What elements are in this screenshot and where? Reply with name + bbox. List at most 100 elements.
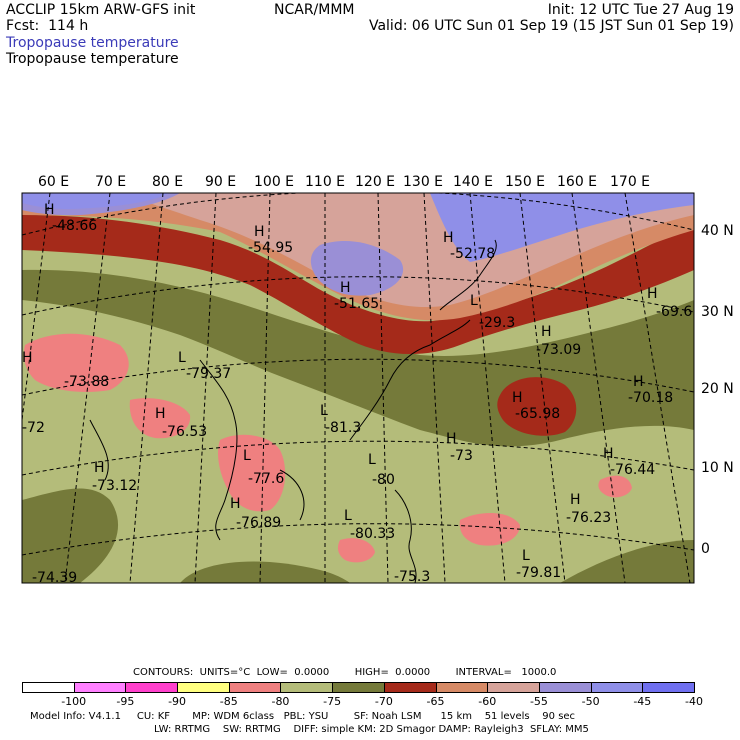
colorbar-swatch <box>280 682 334 693</box>
field-pink-patch-3 <box>129 398 191 439</box>
extremum-value: -54.95 <box>248 240 293 256</box>
colorbar-label: -95 <box>116 695 135 708</box>
coastlines <box>89 239 497 583</box>
extremum-value: -69.6 <box>656 304 692 320</box>
extremum-value: -51.65 <box>334 296 379 312</box>
field-dark-olive-south <box>180 561 350 583</box>
variable-title: Tropopause temperature <box>6 51 179 67</box>
map-fill-layers <box>22 193 694 583</box>
extremum-type: H <box>603 446 614 462</box>
colorbar-label: -100 <box>61 695 87 708</box>
colorbar-label: -65 <box>426 695 445 708</box>
colorbar-swatch <box>538 682 592 693</box>
extremum-type: L <box>178 350 186 366</box>
graticule <box>22 193 694 583</box>
field-blue-china <box>310 240 404 296</box>
colorbar-swatch <box>177 682 230 693</box>
lon-label: 70 E <box>95 174 126 190</box>
extremum-type: H <box>22 350 33 366</box>
extremum-value: -73.09 <box>536 342 581 358</box>
extremum-type: H <box>254 224 265 240</box>
colorbar-label: -75 <box>323 695 342 708</box>
extremum-type: H <box>446 431 457 447</box>
colorbar-swatch <box>73 682 127 693</box>
extremum-value: -77.6 <box>248 471 284 487</box>
extremum-value: -76.44 <box>610 462 655 478</box>
extremum-type: H <box>340 280 351 296</box>
colorbar-label: -70 <box>374 695 393 708</box>
lon-label: 60 E <box>38 174 69 190</box>
field-pink-patch-5 <box>337 538 375 563</box>
lon-label: 90 E <box>205 174 236 190</box>
extremum-type: L <box>344 508 352 524</box>
forecast-hour: Fcst: 114 h <box>6 18 89 34</box>
lon-labels: 60 E 70 E 80 E 90 E 100 E 110 E 120 E 13… <box>38 174 650 190</box>
extremum-value: -75.3 <box>394 569 430 585</box>
colorbar-swatch <box>228 682 282 693</box>
extremum-value: -73.12 <box>92 478 137 494</box>
colorbar-swatch <box>22 682 75 693</box>
extremum-type: L <box>368 452 376 468</box>
extremum-value: -74.39 <box>32 570 77 586</box>
colorbar-label: -85 <box>219 695 238 708</box>
extremum-value: -79.37 <box>186 366 231 382</box>
extremum-type: H <box>44 202 55 218</box>
extremum-type: H <box>633 374 644 390</box>
lat-labels: 40 N 30 N 20 N 10 N 0 <box>701 223 734 557</box>
lon-label: 120 E <box>355 174 395 190</box>
model-title: ACCLIP 15km ARW-GFS init <box>6 2 196 18</box>
colorbar-label: -90 <box>168 695 187 708</box>
lat-label: 0 <box>701 541 710 557</box>
extremum-type: H <box>541 324 552 340</box>
model-info: Model Info: V4.1.1 CU: KF MP: WDM 6class… <box>30 711 576 722</box>
lat-label: 30 N <box>701 304 734 320</box>
colorbar-label: -80 <box>271 695 290 708</box>
colorbar-swatch <box>383 682 437 693</box>
colorbar-label: -50 <box>581 695 600 708</box>
extremum-type: H <box>647 286 658 302</box>
colorbar-swatch <box>487 682 540 693</box>
extremum-value: -76.89 <box>236 515 281 531</box>
lon-label: 80 E <box>152 174 183 190</box>
org-label: NCAR/MMM <box>274 2 355 18</box>
colorbar-label: -40 <box>685 695 703 708</box>
extremum-value: -81.3 <box>325 420 361 436</box>
lon-label: 110 E <box>305 174 345 190</box>
extremum-type: L <box>470 293 478 309</box>
extremum-type: H <box>230 496 241 512</box>
contours-info: CONTOURS: UNITS=°C LOW= 0.0000 HIGH= 0.0… <box>133 667 557 678</box>
extremum-value: -79.81 <box>516 565 561 581</box>
extremum-value: -80 <box>372 472 395 488</box>
extremum-value: -80.33 <box>350 526 395 542</box>
colorbar-swatch <box>590 682 644 693</box>
extremum-type: H <box>512 390 523 406</box>
extremum-value: -72 <box>22 420 45 436</box>
lon-label: 100 E <box>254 174 294 190</box>
extremum-type: L <box>243 448 251 464</box>
extremum-type: H <box>443 230 454 246</box>
field-dark-olive-east <box>560 540 694 583</box>
colorbar-swatch <box>332 682 385 693</box>
valid-time: Valid: 06 UTC Sun 01 Sep 19 (15 JST Sun … <box>368 18 734 34</box>
extremum-value: -65.98 <box>515 406 560 422</box>
lon-label: 160 E <box>557 174 597 190</box>
extremum-value: -29.3 <box>479 315 515 331</box>
extrema-labels: H -48.66 H -54.95 H -52.78 H -51.65 L -2… <box>22 202 692 586</box>
extremum-type: L <box>522 548 530 564</box>
field-dark-red <box>22 215 694 355</box>
extremum-value: -48.66 <box>52 218 97 234</box>
extremum-value: -73.88 <box>64 374 109 390</box>
field-pink-patch-2 <box>217 434 286 512</box>
extremum-value: -73 <box>450 448 473 464</box>
physics-info: LW: RRTMG SW: RRTMG DIFF: simple KM: 2D … <box>154 724 589 735</box>
colorbar-label: -55 <box>529 695 548 708</box>
field-pink-patch-6 <box>598 475 632 498</box>
extremum-type: H <box>94 460 105 476</box>
extremum-type: L <box>320 403 328 419</box>
extremum-type: H <box>155 406 166 422</box>
init-time: Init: 12 UTC Tue 27 Aug 19 <box>547 2 734 18</box>
extremum-value: -52.78 <box>450 246 495 262</box>
lon-label: 140 E <box>453 174 493 190</box>
extremum-value: -76.53 <box>162 424 207 440</box>
